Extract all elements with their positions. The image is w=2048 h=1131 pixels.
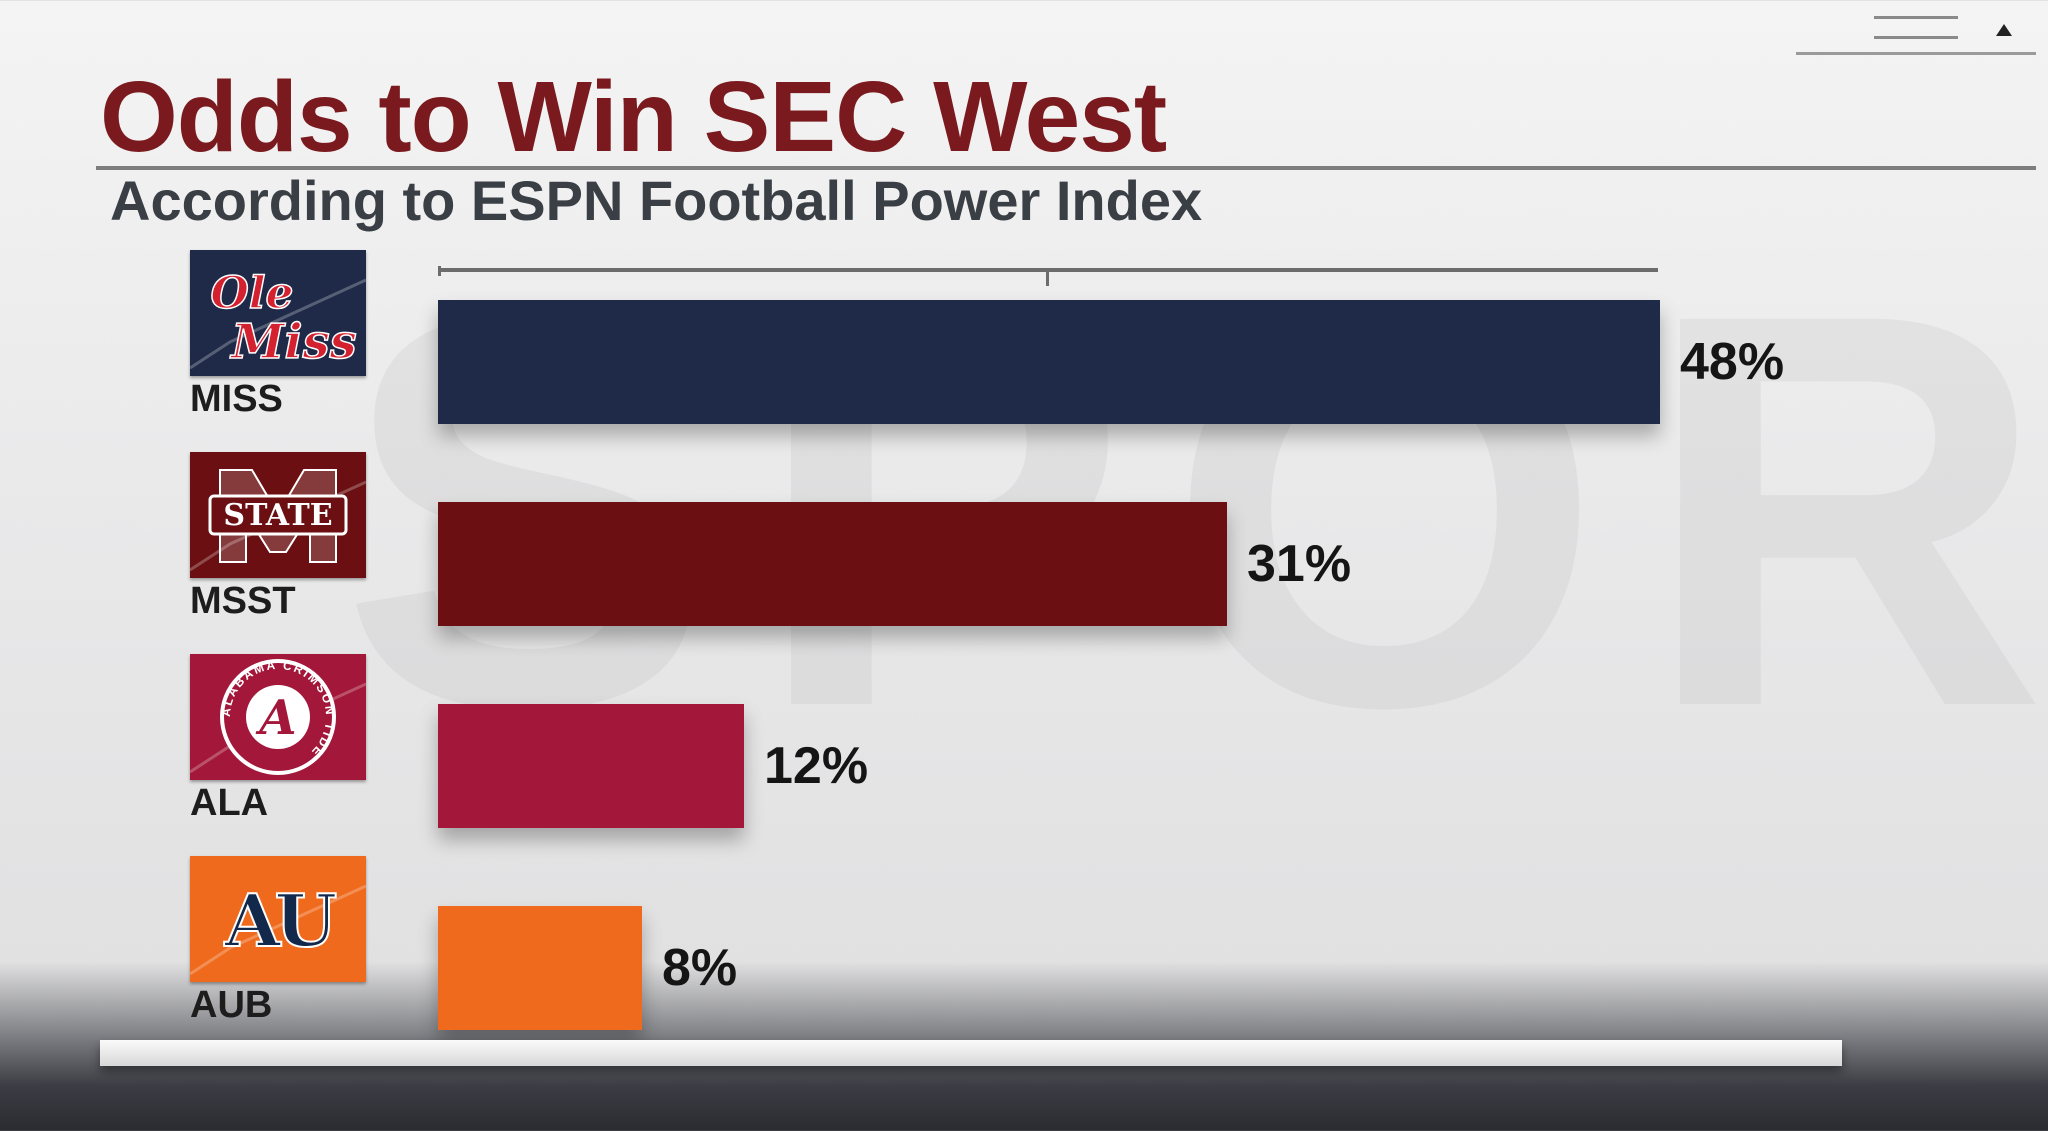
svg-text:Ole: Ole [210, 268, 293, 319]
axis-tick [1046, 270, 1049, 286]
category-label: AUB [190, 984, 273, 1026]
data-label: 12% [764, 737, 869, 795]
category-label: ALA [190, 782, 269, 824]
data-label: 31% [1247, 535, 1352, 593]
alabama-logo: ALABAMA CRIMSON TIDE A [190, 654, 366, 780]
bar [438, 704, 744, 828]
svg-text:STATE: STATE [223, 498, 332, 533]
ole-miss-logo: Ole Miss [190, 250, 366, 376]
svg-text:A: A [255, 690, 296, 746]
bottom-plate [100, 1040, 1842, 1066]
category-label: MSST [190, 580, 296, 622]
bar [438, 906, 642, 1030]
data-label: 8% [662, 939, 738, 997]
auburn-logo: AU [190, 856, 366, 982]
bar [438, 502, 1227, 626]
chart-title: Odds to Win SEC West [100, 61, 1167, 173]
data-label: 48% [1680, 333, 1785, 391]
axis-tick [438, 266, 441, 276]
corner-menu-icon [1796, 10, 2036, 60]
bar [438, 300, 1660, 424]
mississippi-state-logo: STATE [190, 452, 366, 578]
chart-subtitle: According to ESPN Football Power Index [110, 169, 1203, 232]
title-divider [96, 166, 2036, 170]
svg-text:AU: AU [224, 878, 337, 963]
svg-text:Miss: Miss [229, 314, 356, 370]
category-label: MISS [190, 378, 283, 420]
